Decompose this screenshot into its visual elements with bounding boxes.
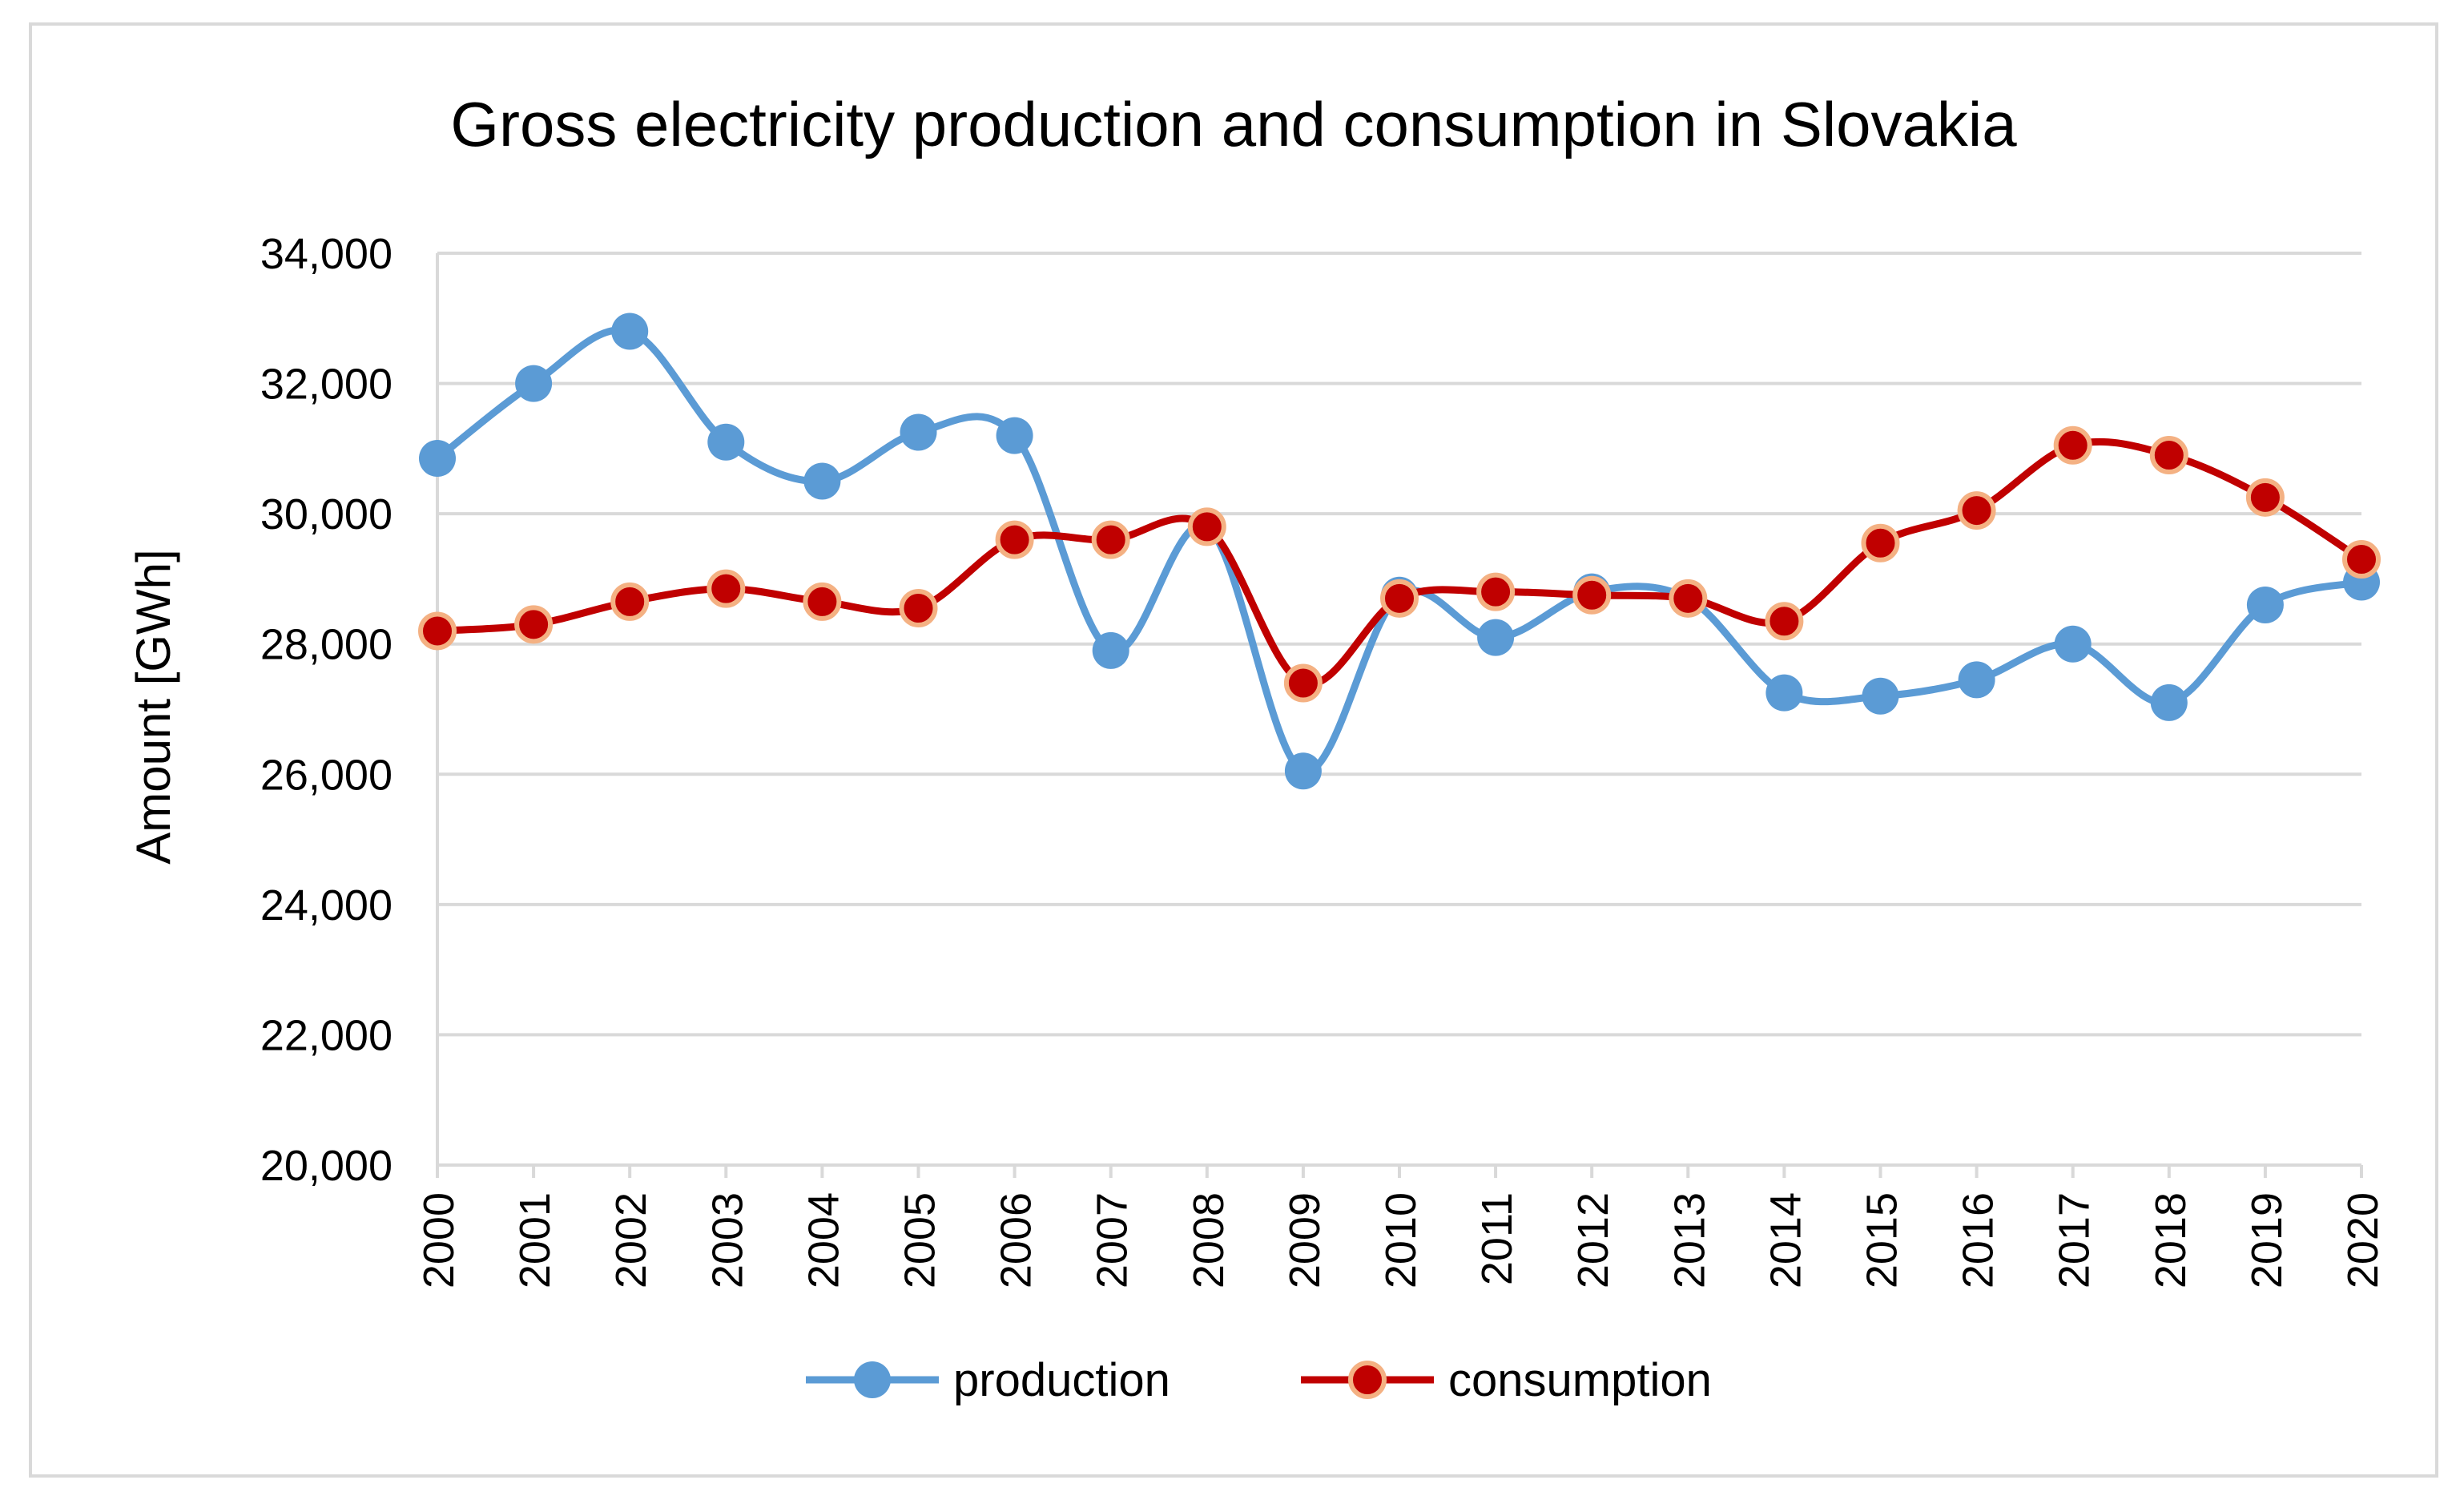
x-tick-label: 2005 — [896, 1192, 944, 1288]
grid-lines — [437, 252, 2361, 1167]
x-tick-label: 2007 — [1089, 1192, 1137, 1288]
legend-item-production: production — [806, 1354, 1170, 1406]
y-tick-label: 20,000 — [260, 1142, 393, 1190]
data-point-consumption — [2149, 435, 2188, 474]
series-line-consumption — [433, 438, 2365, 688]
x-tick-label: 2003 — [703, 1192, 751, 1288]
data-point-consumption — [2245, 478, 2285, 517]
y-tick-label: 26,000 — [260, 751, 393, 799]
data-point-consumption — [1091, 520, 1130, 559]
series-layer — [418, 312, 2381, 790]
legend: production consumption — [806, 1354, 1712, 1406]
data-point-consumption — [1380, 579, 1419, 618]
data-point-consumption — [2053, 425, 2092, 465]
data-point-production — [2054, 625, 2092, 663]
x-tick-label: 2012 — [1569, 1192, 1617, 1288]
y-tick-label: 34,000 — [260, 230, 393, 278]
legend-label-consumption: consumption — [1448, 1354, 1712, 1406]
x-tick-label: 2019 — [2243, 1192, 2291, 1288]
data-point-production — [1477, 619, 1515, 656]
chart-frame — [29, 22, 2438, 1478]
x-tick-label: 2010 — [1377, 1192, 1425, 1288]
legend-marker-consumption — [1348, 1361, 1387, 1399]
data-point-production — [2150, 683, 2188, 721]
x-tick-label: 2006 — [992, 1192, 1041, 1288]
y-tick-label: 22,000 — [260, 1011, 393, 1059]
data-point-production — [515, 365, 553, 402]
x-tick-label: 2000 — [415, 1192, 463, 1288]
chart-title: Gross electricity production and consump… — [450, 89, 2017, 159]
data-point-consumption — [1765, 602, 1804, 641]
data-point-production — [1862, 677, 1899, 715]
data-point-production — [2246, 586, 2284, 623]
legend-marker-production — [854, 1361, 891, 1398]
axes: 20,000 22,000 24,000 26,000 28,000 30,000 32,0… — [260, 230, 2387, 1288]
data-point-consumption — [1476, 572, 1516, 611]
x-tick-label: 2014 — [1761, 1192, 1810, 1288]
data-point-consumption — [610, 582, 650, 621]
data-point-production — [1092, 631, 1129, 669]
data-point-consumption — [1283, 663, 1323, 703]
x-tick-label: 2016 — [1955, 1192, 2003, 1288]
data-point-production — [996, 417, 1033, 454]
data-point-production — [1765, 674, 1803, 712]
data-point-consumption — [418, 611, 457, 651]
data-point-production — [900, 413, 937, 451]
data-point-consumption — [2342, 540, 2381, 579]
y-tick-label: 24,000 — [260, 881, 393, 929]
y-tick-label: 28,000 — [260, 621, 393, 669]
data-point-consumption — [514, 605, 554, 644]
x-tick-label: 2018 — [2147, 1192, 2195, 1288]
x-tick-label: 2017 — [2051, 1192, 2099, 1288]
data-point-consumption — [1187, 507, 1226, 546]
y-axis-title: Amount [GWh] — [127, 549, 180, 864]
data-point-consumption — [899, 589, 938, 628]
x-tick-label: 2015 — [1858, 1192, 1906, 1288]
series-line-production — [433, 326, 2365, 776]
x-tick-label: 2009 — [1281, 1192, 1329, 1288]
data-point-production — [707, 423, 745, 461]
data-point-consumption — [1572, 575, 1612, 615]
x-tick-label: 2004 — [799, 1192, 848, 1288]
data-point-consumption — [707, 569, 746, 608]
legend-item-consumption: consumption — [1301, 1354, 1712, 1406]
data-point-production — [803, 462, 841, 500]
data-point-production — [1284, 752, 1322, 790]
x-tick-label: 2002 — [607, 1192, 655, 1288]
series-consumption — [418, 425, 2381, 703]
y-tick-label: 32,000 — [260, 361, 393, 409]
x-tick-label: 2011 — [1473, 1192, 1521, 1285]
legend-label-production: production — [953, 1354, 1170, 1406]
x-tick-label: 2020 — [2339, 1192, 2387, 1288]
data-point-consumption — [995, 520, 1034, 559]
x-tick-label: 2001 — [511, 1192, 559, 1288]
x-tick-label: 2013 — [1665, 1192, 1713, 1288]
data-point-production — [419, 440, 456, 478]
data-point-production — [1958, 661, 1995, 699]
data-point-consumption — [1861, 523, 1900, 562]
y-tick-label: 30,000 — [260, 490, 393, 538]
x-tick-label: 2008 — [1185, 1192, 1233, 1288]
data-point-consumption — [803, 582, 842, 621]
data-point-production — [611, 312, 649, 350]
data-point-consumption — [1669, 579, 1708, 618]
data-point-consumption — [1957, 491, 1996, 530]
